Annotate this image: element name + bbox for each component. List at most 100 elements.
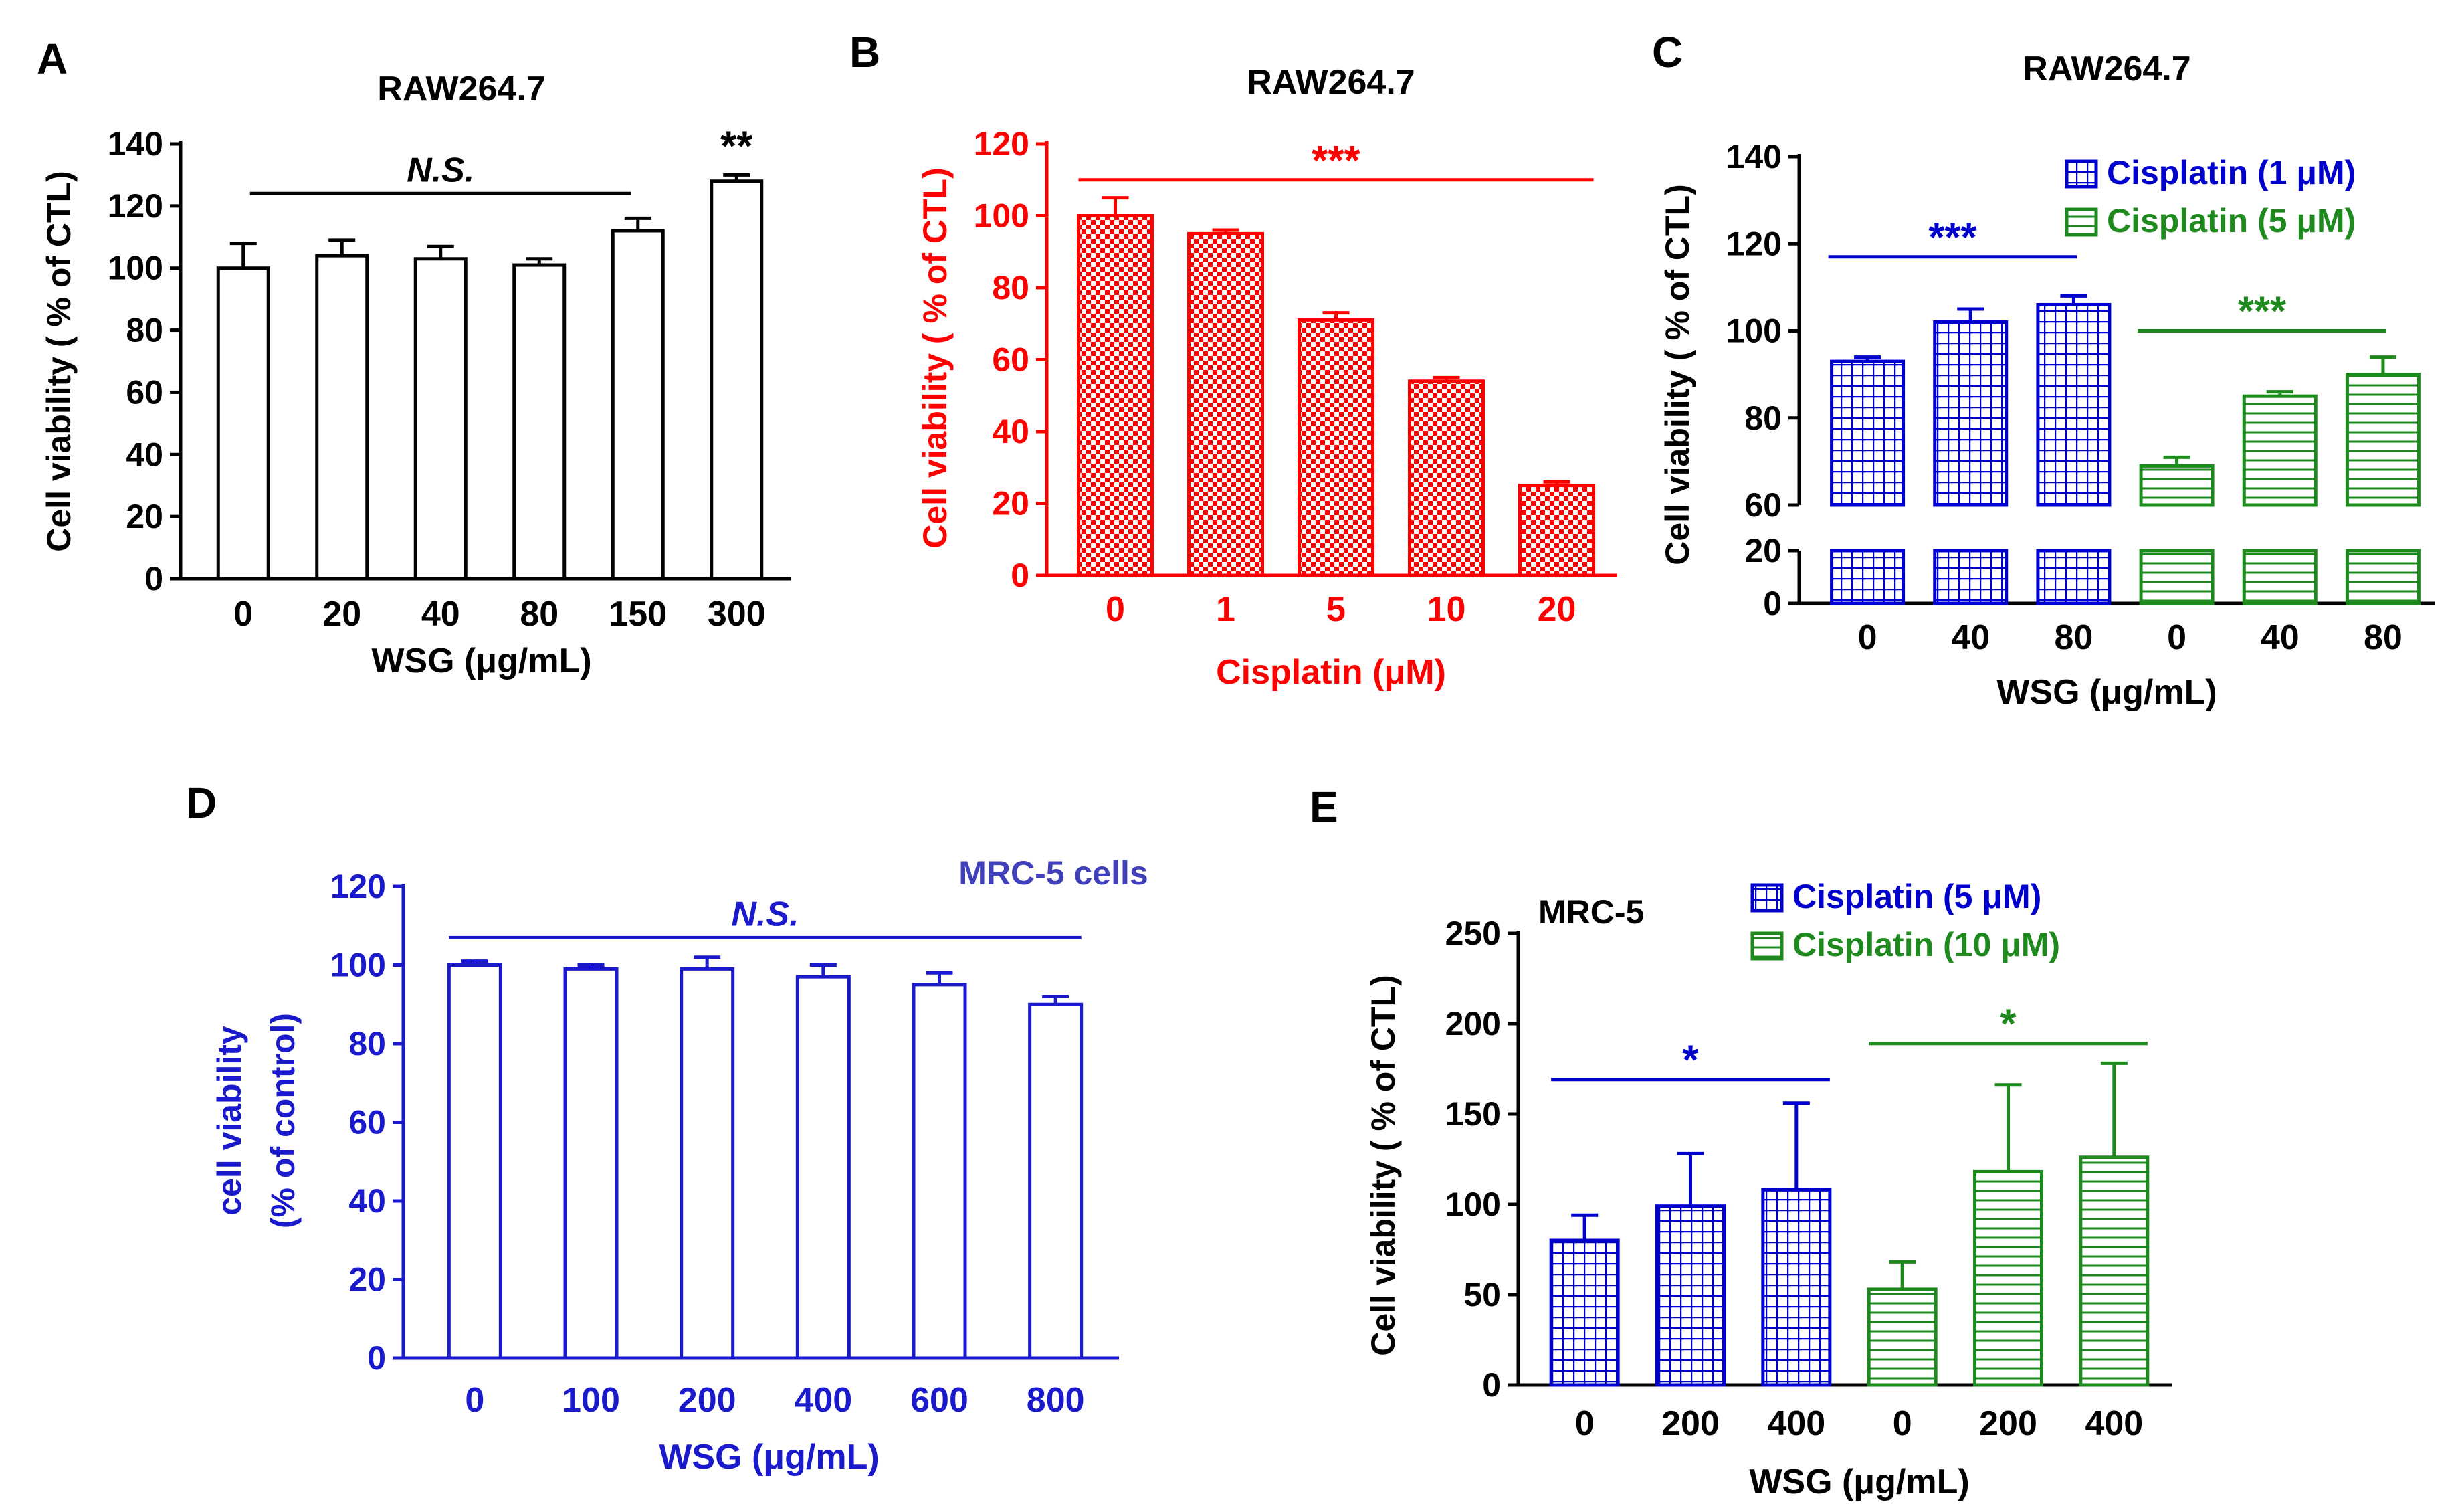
y-tick-label: 60 xyxy=(992,341,1029,379)
x-tick-label: 0 xyxy=(2167,618,2186,657)
panel-annotation: MRC-5 cells xyxy=(958,854,1148,892)
bar xyxy=(1830,359,1906,507)
significance-label: *** xyxy=(1312,138,1360,184)
bar xyxy=(912,983,967,1360)
x-axis-label: WSG (μg/mL) xyxy=(1749,1462,1969,1501)
bar xyxy=(2036,302,2112,507)
significance-label: ** xyxy=(720,124,753,170)
y-tick-label: 50 xyxy=(1463,1276,1501,1313)
x-tick-label: 100 xyxy=(562,1381,620,1420)
significance-label: N.S. xyxy=(407,151,474,189)
bar xyxy=(2345,373,2421,507)
bar xyxy=(1187,231,1264,577)
y-tick-label: 0 xyxy=(367,1339,386,1377)
x-tick-label: 10 xyxy=(1427,590,1466,629)
y-tick-label: 60 xyxy=(1744,486,1782,524)
bar xyxy=(2242,394,2318,507)
bar xyxy=(512,263,567,581)
bar-lower-segment xyxy=(1830,549,1906,605)
x-tick-label: 200 xyxy=(1979,1404,2037,1443)
x-tick-label: 5 xyxy=(1326,590,1346,629)
y-tick-label: 80 xyxy=(992,269,1029,306)
bar xyxy=(447,963,502,1360)
significance-label: *** xyxy=(2238,289,2287,335)
y-axis-label: cell viability xyxy=(211,1026,248,1216)
x-tick-label: 400 xyxy=(2085,1404,2143,1443)
x-tick-label: 200 xyxy=(678,1381,736,1420)
y-tick-label: 100 xyxy=(1726,312,1782,350)
x-tick-label: 0 xyxy=(1858,618,1877,657)
bar xyxy=(611,229,665,581)
x-axis-label: Cisplatin (μM) xyxy=(1216,653,1446,692)
y-tick-label: 40 xyxy=(126,436,163,473)
bar-lower-segment xyxy=(2139,549,2215,605)
y-tick-label: 100 xyxy=(1445,1186,1501,1223)
x-tick-label: 0 xyxy=(1893,1404,1912,1443)
bar xyxy=(216,266,270,581)
y-tick-label: 120 xyxy=(108,187,163,225)
panel-letter: C xyxy=(1652,28,1683,76)
x-tick-label: 150 xyxy=(609,595,667,634)
y-tick-label: 60 xyxy=(348,1104,386,1141)
y-tick-label: 140 xyxy=(1726,138,1782,175)
bar xyxy=(1518,484,1595,577)
y-tick-label: 150 xyxy=(1445,1095,1501,1133)
y-tick-label: 100 xyxy=(974,197,1029,235)
bar xyxy=(680,967,735,1360)
x-tick-label: 0 xyxy=(233,595,253,634)
bar xyxy=(1077,214,1154,577)
bar xyxy=(1973,1169,2043,1387)
bar xyxy=(1549,1238,1620,1387)
y-axis-label: Cell viability ( % of CTL) xyxy=(1659,184,1696,565)
x-tick-label: 600 xyxy=(910,1381,968,1420)
x-axis-label: WSG (μg/mL) xyxy=(371,642,591,680)
bar xyxy=(710,179,764,581)
x-tick-label: 0 xyxy=(1575,1404,1595,1443)
y-tick-label: 40 xyxy=(992,413,1029,450)
x-tick-label: 20 xyxy=(1538,590,1576,629)
legend-label: Cisplatin (10 μM) xyxy=(1792,926,2060,963)
x-tick-label: 200 xyxy=(1661,1404,1720,1443)
significance-label: * xyxy=(2000,1002,2017,1048)
x-tick-label: 40 xyxy=(421,595,460,634)
chart-title: RAW264.7 xyxy=(1247,63,1415,102)
x-tick-label: 300 xyxy=(708,595,766,634)
y-tick-label: 120 xyxy=(330,868,386,905)
y-tick-label: 20 xyxy=(126,498,163,535)
bar xyxy=(1761,1188,1832,1387)
bar xyxy=(1867,1287,1938,1387)
bar xyxy=(1655,1204,1726,1387)
bar-lower-segment xyxy=(1933,549,2009,605)
y-tick-label: 0 xyxy=(144,560,163,597)
y-tick-label: 20 xyxy=(348,1261,386,1299)
x-tick-label: 400 xyxy=(1767,1404,1825,1443)
x-tick-label: 80 xyxy=(2054,618,2093,657)
bar xyxy=(1028,1002,1084,1360)
bar xyxy=(1408,379,1485,577)
bar xyxy=(1298,318,1374,577)
x-tick-label: 40 xyxy=(2261,618,2299,657)
x-axis-label: WSG (μg/mL) xyxy=(659,1438,879,1477)
panel-e: E 0 50 100 150 200 250 Cell viability ( % of CT… xyxy=(1310,783,2172,1501)
legend-swatch xyxy=(1750,931,1784,961)
bar xyxy=(315,254,369,581)
y-axis-label: Cell viability ( % of CTL) xyxy=(40,171,78,551)
x-tick-label: 80 xyxy=(2364,618,2402,657)
bar xyxy=(2139,464,2215,507)
y-tick-label: 80 xyxy=(126,312,163,349)
x-tick-label: 80 xyxy=(520,595,558,634)
x-tick-label: 800 xyxy=(1027,1381,1085,1420)
bar xyxy=(795,975,851,1360)
panel-letter: E xyxy=(1310,783,1338,831)
y-axis-label: Cell viability ( % of CTL) xyxy=(1364,975,1402,1355)
legend-swatch xyxy=(2065,207,2098,237)
y-tick-label: 20 xyxy=(992,485,1029,523)
significance-label: *** xyxy=(1928,215,1977,261)
panel-letter: B xyxy=(849,28,880,76)
y-axis-label: Cell viability ( % of CTL) xyxy=(916,167,954,548)
panel-letter: A xyxy=(37,35,68,83)
x-tick-label: 0 xyxy=(465,1381,484,1420)
significance-label: * xyxy=(1682,1038,1699,1084)
legend-label: Cisplatin (1 μM) xyxy=(2107,154,2356,191)
